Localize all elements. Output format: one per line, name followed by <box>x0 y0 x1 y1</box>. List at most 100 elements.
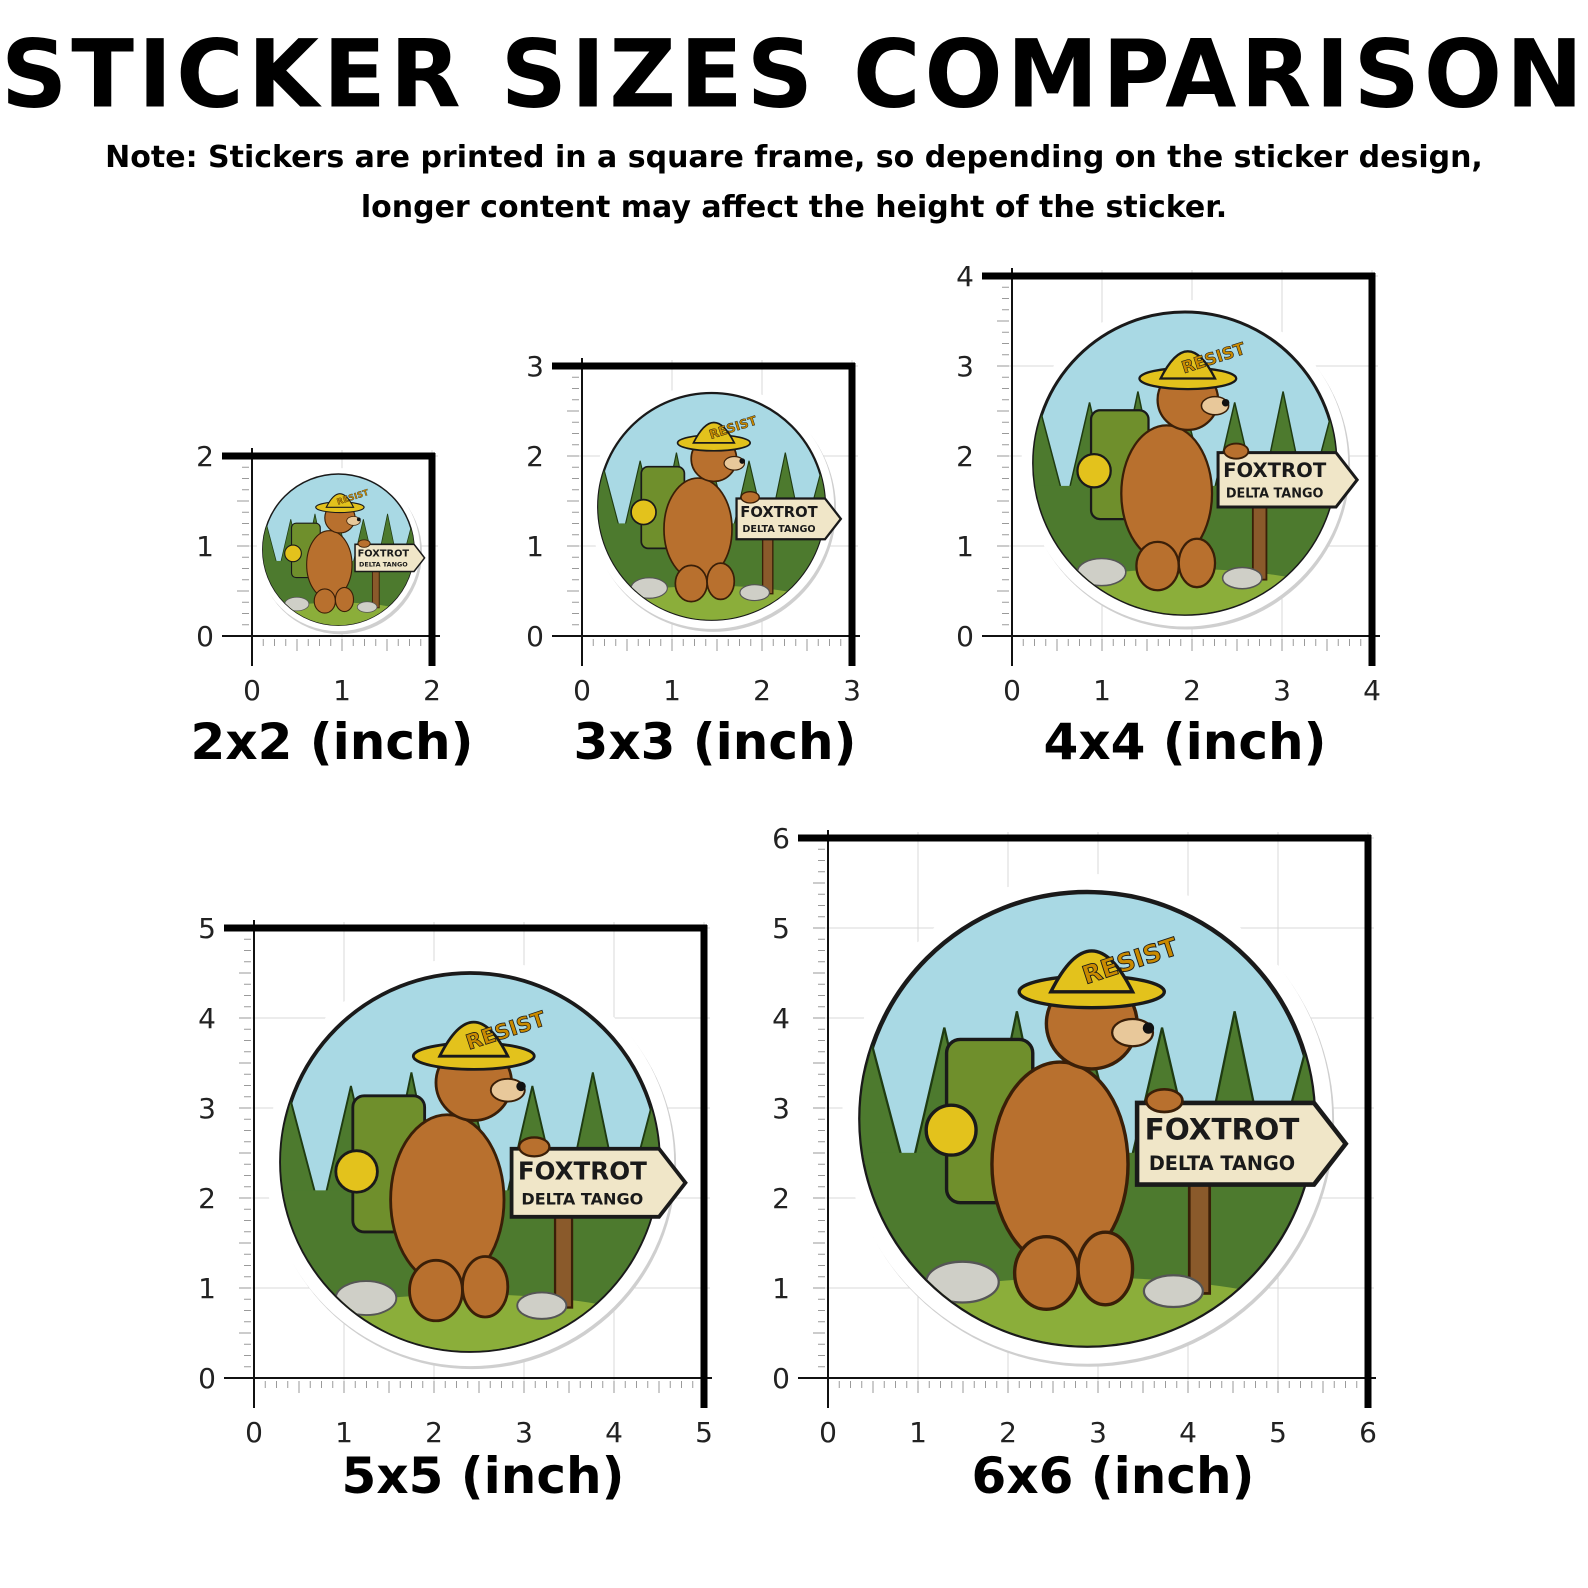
x-tick-label: 4 <box>1363 674 1381 707</box>
x-tick-label: 3 <box>1273 674 1291 707</box>
x-tick-label: 3 <box>1089 1416 1107 1449</box>
sign-text-line1: FOXTROT <box>1223 459 1327 482</box>
y-tick-label: 4 <box>772 1002 790 1035</box>
hat-crown <box>692 421 736 444</box>
sign-text-line2: DELTA TANGO <box>1226 486 1324 501</box>
y-tick-label: 1 <box>526 530 544 563</box>
sign-board <box>1134 1100 1349 1187</box>
sign-text-line2: DELTA TANGO <box>1149 1152 1295 1175</box>
y-tick-label: 2 <box>956 440 974 473</box>
x-tick-label: 3 <box>515 1416 533 1449</box>
sign-text-line2: DELTA TANGO <box>742 524 815 535</box>
bear-paw <box>1223 442 1250 460</box>
y-tick-label: 1 <box>772 1272 790 1305</box>
bedroll <box>284 544 302 563</box>
bear-snout <box>489 1077 526 1103</box>
y-tick-label: 0 <box>772 1362 790 1395</box>
y-tick-label: 2 <box>526 440 544 473</box>
x-tick-label: 0 <box>243 674 261 707</box>
bear-nose <box>356 517 361 522</box>
bear-nose <box>739 458 746 464</box>
x-tick-label: 0 <box>573 674 591 707</box>
x-tick-label: 4 <box>605 1416 623 1449</box>
size-label-2: 2x2 (inch) <box>190 713 474 771</box>
bedroll <box>334 1149 379 1194</box>
y-tick-label: 5 <box>198 912 216 945</box>
bear-paw <box>740 490 760 504</box>
sticker-landscape: RESIST <box>1033 338 1337 615</box>
rock <box>516 1291 568 1320</box>
sign-board <box>354 543 426 573</box>
y-tick-label: 0 <box>196 620 214 653</box>
sign-text-line1: FOXTROT <box>740 504 817 521</box>
x-tick-label: 1 <box>909 1416 927 1449</box>
y-tick-label: 0 <box>526 620 544 653</box>
bear-paw <box>357 539 371 548</box>
y-tick-label: 1 <box>198 1272 216 1305</box>
x-tick-label: 2 <box>999 1416 1017 1449</box>
x-tick-label: 1 <box>1093 674 1111 707</box>
hat-crown <box>437 1020 511 1058</box>
y-tick-label: 6 <box>772 822 790 855</box>
y-tick-label: 3 <box>956 350 974 383</box>
bear-paw <box>518 1136 551 1158</box>
rock <box>739 584 771 602</box>
rock <box>356 601 378 613</box>
x-tick-label: 0 <box>245 1416 263 1449</box>
y-tick-label: 3 <box>772 1092 790 1125</box>
y-tick-label: 0 <box>956 620 974 653</box>
x-tick-label: 1 <box>663 674 681 707</box>
sign-board <box>735 497 843 541</box>
x-tick-label: 0 <box>1003 674 1021 707</box>
bear-leg <box>1177 537 1217 589</box>
bear-leg <box>706 562 736 601</box>
x-tick-label: 5 <box>695 1416 713 1449</box>
y-tick-label: 2 <box>196 440 214 473</box>
bear-leg <box>1135 540 1180 592</box>
size-label-3: 3x3 (inch) <box>573 713 857 771</box>
bear-leg <box>408 1258 464 1323</box>
hat-crown <box>1158 350 1217 380</box>
x-tick-label: 5 <box>1269 1416 1287 1449</box>
bear-snout <box>1111 1017 1155 1048</box>
bear-nose <box>516 1081 526 1092</box>
sign-text-line1: FOXTROT <box>358 549 410 560</box>
size-label-5: 5x5 (inch) <box>341 1447 625 1505</box>
bear-leg <box>334 586 355 613</box>
sign-text-line2: DELTA TANGO <box>359 561 408 569</box>
bear-leg <box>1076 1230 1135 1307</box>
bear-snout <box>1200 395 1230 416</box>
y-tick-label: 5 <box>772 912 790 945</box>
bear-leg <box>674 564 708 603</box>
bear-paw <box>1144 1087 1184 1114</box>
bear-leg <box>1012 1235 1080 1312</box>
sign-board <box>1216 451 1360 509</box>
size-label-4: 4x4 (inch) <box>1043 713 1327 771</box>
x-tick-label: 1 <box>333 674 351 707</box>
rock <box>1142 1274 1205 1309</box>
y-tick-label: 4 <box>956 260 974 293</box>
x-tick-label: 1 <box>335 1416 353 1449</box>
bear-snout <box>723 455 746 471</box>
bedroll <box>924 1103 978 1157</box>
x-tick-label: 4 <box>1179 1416 1197 1449</box>
bear-nose <box>1142 1022 1155 1034</box>
y-tick-label: 2 <box>198 1182 216 1215</box>
note-line-2: longer content may affect the height of … <box>360 190 1228 225</box>
bear-leg <box>313 588 336 614</box>
sign-board <box>509 1146 688 1219</box>
sign-text-line2: DELTA TANGO <box>521 1190 643 1209</box>
x-tick-label: 3 <box>843 674 861 707</box>
note-line-1: Note: Stickers are printed in a square f… <box>105 140 1483 175</box>
sign-text-line1: FOXTROT <box>518 1156 647 1185</box>
hat-crown <box>1048 949 1136 994</box>
x-tick-label: 2 <box>425 1416 443 1449</box>
x-tick-label: 2 <box>1183 674 1201 707</box>
x-tick-label: 2 <box>423 674 441 707</box>
x-tick-label: 0 <box>819 1416 837 1449</box>
